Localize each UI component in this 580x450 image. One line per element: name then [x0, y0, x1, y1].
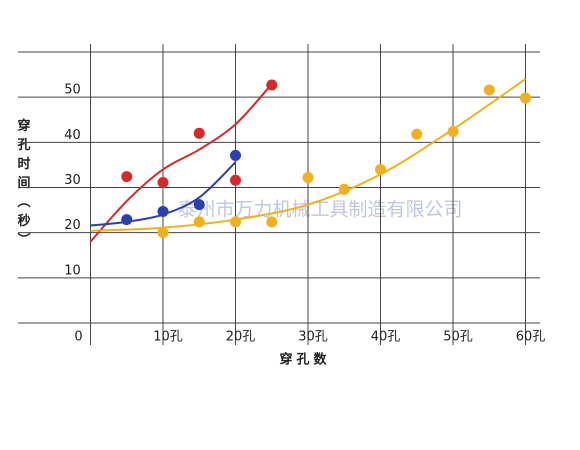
x-tick-label: 60孔 — [516, 330, 546, 345]
point — [411, 128, 423, 140]
point — [230, 174, 241, 186]
point — [302, 172, 314, 184]
x-tick-label: 40孔 — [371, 330, 401, 345]
point — [266, 79, 278, 91]
point — [157, 205, 169, 217]
point — [230, 149, 241, 161]
point — [121, 171, 133, 183]
y-tick-label: 10 — [64, 263, 81, 278]
watermark: 泰州市万力机械工具制造有限公司 — [177, 199, 462, 221]
x-tick-label: 30孔 — [298, 330, 328, 345]
x-axis-title: 穿孔数 — [279, 352, 330, 368]
point — [193, 199, 205, 211]
x-tick-label: 50孔 — [443, 330, 473, 345]
x-tick-label: 10孔 — [153, 330, 183, 345]
y-tick-label: 0 — [74, 330, 82, 345]
y-tick-label: 30 — [64, 173, 81, 188]
point — [121, 214, 133, 226]
y-axis-title: 穿孔时间（秒） — [15, 118, 32, 252]
point — [266, 216, 278, 228]
point — [193, 216, 205, 228]
point — [375, 163, 386, 175]
point — [338, 183, 350, 195]
x-tick-label: 20孔 — [226, 330, 256, 345]
point — [520, 92, 531, 104]
point — [157, 227, 169, 239]
y-tick-label: 20 — [64, 218, 81, 233]
point — [447, 125, 459, 137]
point — [230, 216, 241, 228]
point — [193, 127, 205, 139]
y-tick-label: 50 — [64, 83, 81, 98]
point — [483, 84, 495, 96]
fit-curve — [89, 83, 273, 243]
y-tick-label: 40 — [64, 128, 81, 143]
point — [157, 177, 169, 189]
